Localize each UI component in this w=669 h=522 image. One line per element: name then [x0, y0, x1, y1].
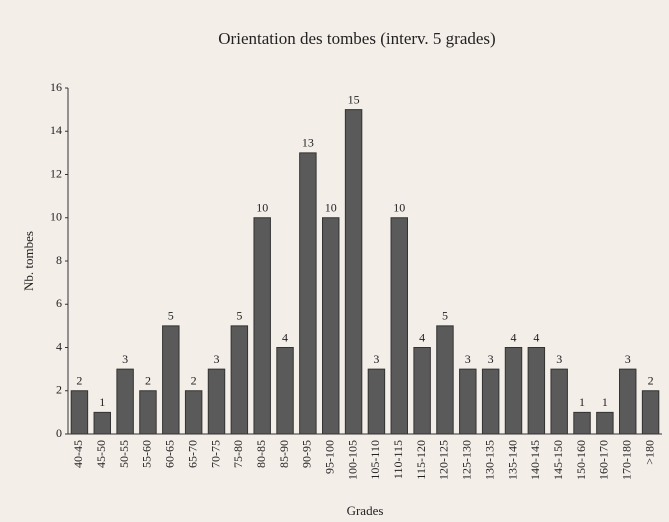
data-label: 3 [122, 352, 128, 366]
bar [527, 347, 546, 435]
bar [459, 368, 477, 435]
x-tick-label: 100-105 [345, 440, 359, 480]
x-tick-label: 60-65 [163, 440, 177, 468]
bar [504, 347, 523, 435]
y-axis-label: Nb. tombes [21, 231, 36, 291]
x-tick-label: 130-135 [482, 440, 496, 480]
bar [344, 109, 363, 435]
x-tick-label: 75-80 [231, 440, 245, 468]
y-tick-label: 16 [50, 80, 62, 94]
bar [116, 368, 134, 435]
y-tick-label: 8 [56, 253, 62, 267]
bar [367, 368, 386, 435]
bar [230, 325, 249, 435]
data-label: 3 [214, 352, 220, 366]
data-label: 10 [325, 201, 337, 215]
bar [413, 347, 431, 435]
data-label: 1 [99, 395, 105, 409]
x-tick-label: 45-50 [94, 440, 108, 468]
bar [93, 411, 111, 435]
x-tick-label: 145-150 [551, 440, 565, 480]
x-axis-label: Grades [347, 503, 384, 518]
x-tick-label: 85-90 [277, 440, 291, 468]
data-label: 4 [419, 330, 425, 344]
x-tick-label: 135-140 [505, 440, 519, 480]
x-tick-label: 50-55 [117, 440, 131, 468]
data-label: 4 [511, 330, 517, 344]
y-tick-label: 2 [56, 383, 62, 397]
data-label: 10 [393, 201, 405, 215]
bar [139, 390, 157, 435]
bar [641, 390, 660, 435]
x-tick-label: 150-160 [574, 440, 588, 480]
y-tick-label: 4 [56, 339, 62, 353]
x-tick-label: 170-180 [619, 440, 633, 480]
y-tick-label: 6 [56, 296, 62, 310]
data-label: 3 [465, 352, 471, 366]
data-label: 3 [373, 352, 379, 366]
x-tick-label: 110-115 [391, 440, 405, 479]
data-label: 2 [648, 374, 654, 388]
data-label: 3 [556, 352, 562, 366]
data-label: 13 [302, 136, 314, 150]
bar [299, 152, 317, 435]
data-label: 5 [236, 309, 242, 323]
x-tick-label: 125-130 [460, 440, 474, 480]
bar [390, 217, 408, 435]
bar [184, 390, 203, 435]
chart-title: Orientation des tombes (interv. 5 grades… [218, 29, 495, 48]
bar [162, 325, 180, 435]
data-label: 3 [625, 352, 631, 366]
data-label: 1 [579, 395, 585, 409]
bar [436, 325, 454, 435]
x-tick-label: 55-60 [140, 440, 154, 468]
bar [322, 217, 340, 435]
x-tick-label: 160-170 [597, 440, 611, 480]
data-label: 15 [348, 92, 360, 106]
x-tick-label: 120-125 [437, 440, 451, 480]
bar [207, 368, 226, 435]
x-tick-label: 90-95 [300, 440, 314, 468]
data-label: 3 [488, 352, 494, 366]
x-tick-label: 70-75 [208, 440, 222, 468]
bar [550, 368, 568, 435]
y-tick-label: 10 [50, 210, 62, 224]
x-tick-label: 80-85 [254, 440, 268, 468]
data-label: 2 [76, 374, 82, 388]
data-label: 1 [602, 395, 608, 409]
bar [481, 368, 500, 435]
data-label: 10 [256, 201, 268, 215]
x-tick-label: 115-120 [414, 440, 428, 480]
x-tick-label: 105-110 [368, 440, 382, 480]
data-label: 4 [533, 330, 539, 344]
x-tick-label: 65-70 [185, 440, 199, 468]
bar [573, 411, 591, 435]
bar [619, 368, 637, 435]
x-tick-label: 95-100 [322, 440, 336, 474]
bar [253, 217, 271, 435]
data-label: 5 [168, 309, 174, 323]
bar [596, 411, 614, 435]
data-label: 4 [282, 330, 288, 344]
data-label: 5 [442, 309, 448, 323]
y-tick-label: 12 [50, 166, 62, 180]
x-tick-label: 140-145 [528, 440, 542, 480]
y-tick-label: 14 [50, 123, 62, 137]
y-tick-label: 0 [56, 426, 62, 440]
data-label: 2 [191, 374, 197, 388]
x-tick-label: 40-45 [71, 440, 85, 468]
bar [70, 390, 89, 435]
bar [276, 347, 294, 435]
x-tick-label: >180 [642, 440, 656, 465]
data-label: 2 [145, 374, 151, 388]
